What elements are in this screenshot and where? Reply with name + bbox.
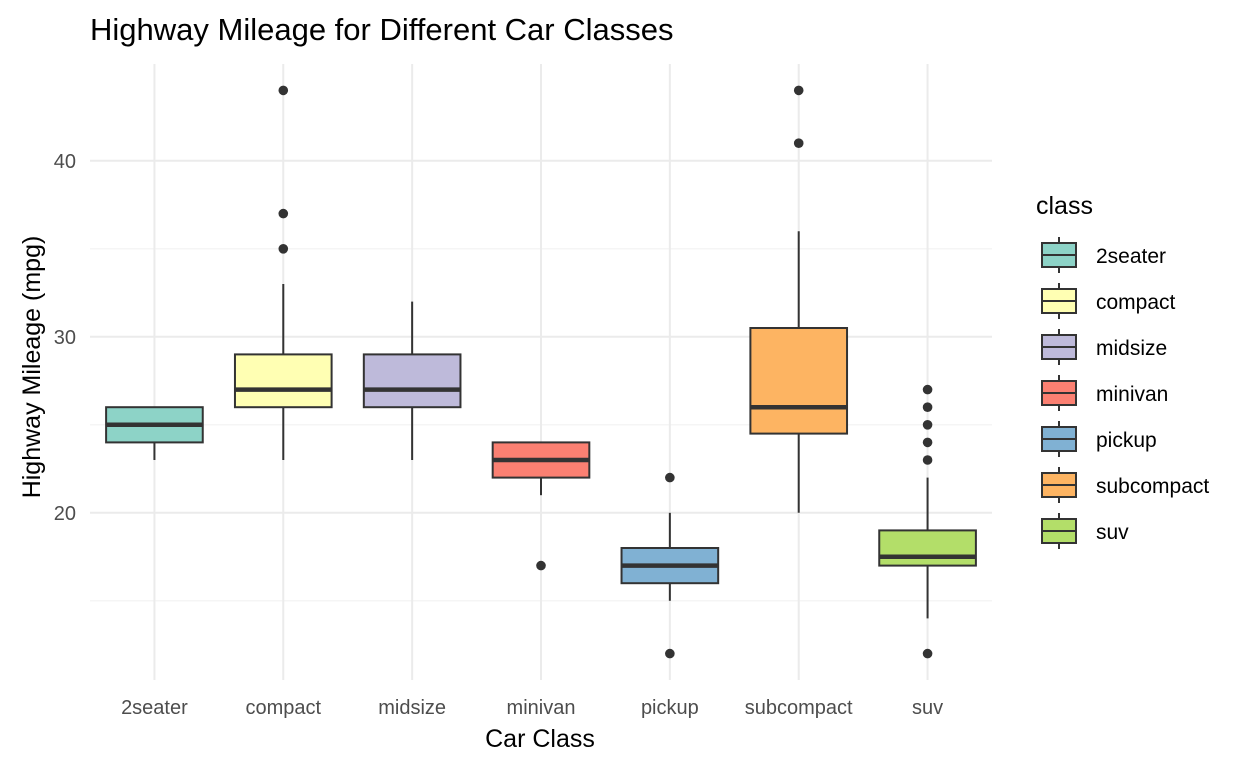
legend-item-midsize: midsize — [1041, 329, 1167, 365]
box-body — [233, 353, 333, 409]
legend-item-minivan: minivan — [1041, 375, 1168, 411]
outlier-point — [922, 648, 933, 659]
y-tick-label: 20 — [54, 503, 76, 525]
box-minivan — [491, 441, 591, 571]
legend-label: minivan — [1096, 383, 1168, 406]
legend-label: suv — [1096, 521, 1129, 544]
y-tick-label: 30 — [54, 327, 76, 349]
x-tick-label: midsize — [378, 697, 446, 719]
legend-item-subcompact: subcompact — [1041, 467, 1209, 503]
legend-title: class — [1036, 192, 1093, 220]
legend-label: compact — [1096, 291, 1176, 314]
outlier-point — [922, 455, 933, 465]
box-compact — [233, 85, 333, 460]
box-body — [362, 353, 462, 409]
chart-title: Highway Mileage for Different Car Classe… — [90, 12, 674, 47]
x-axis-title: Car Class — [485, 725, 595, 753]
legend-item-2seater: 2seater — [1041, 237, 1166, 273]
legend-item-compact: compact — [1041, 283, 1176, 319]
legend-label: subcompact — [1096, 475, 1209, 498]
outlier-point — [665, 648, 675, 659]
box-body — [749, 327, 849, 435]
box-subcompact — [749, 85, 849, 513]
outlier-point — [665, 472, 675, 483]
box-midsize — [362, 301, 462, 460]
outlier-point — [922, 402, 933, 413]
box-2seater — [105, 406, 204, 460]
x-tick-label: suv — [912, 697, 943, 719]
legend-label: midsize — [1096, 337, 1167, 360]
axes: 20 30 40 2seater compact midsize minivan pickup… — [54, 151, 943, 719]
outlier-point — [793, 85, 804, 96]
box-pickup — [620, 472, 720, 659]
box-suv — [878, 384, 977, 659]
outlier-point — [922, 437, 933, 448]
x-tick-label: compact — [245, 697, 321, 719]
legend-label: pickup — [1096, 429, 1157, 452]
outlier-point — [278, 208, 289, 219]
outlier-point — [793, 138, 804, 148]
legend-item-suv: suv — [1041, 513, 1129, 549]
x-tick-label: subcompact — [745, 697, 853, 719]
y-tick-label: 40 — [54, 151, 76, 173]
x-tick-label: pickup — [641, 697, 699, 719]
outlier-point — [922, 420, 933, 430]
legend-item-pickup: pickup — [1041, 421, 1157, 457]
box-body — [878, 529, 977, 567]
x-tick-label: 2seater — [121, 697, 188, 719]
legend: class 2seater compact midsize minivan pickup… — [1036, 192, 1209, 549]
boxes — [105, 85, 977, 659]
legend-label: 2seater — [1096, 245, 1166, 268]
outlier-point — [536, 560, 546, 571]
outlier-point — [278, 85, 289, 96]
outlier-point — [922, 384, 933, 395]
x-tick-label: minivan — [507, 697, 576, 719]
y-axis-title: Highway Mileage (mpg) — [18, 236, 46, 499]
outlier-point — [278, 244, 289, 254]
